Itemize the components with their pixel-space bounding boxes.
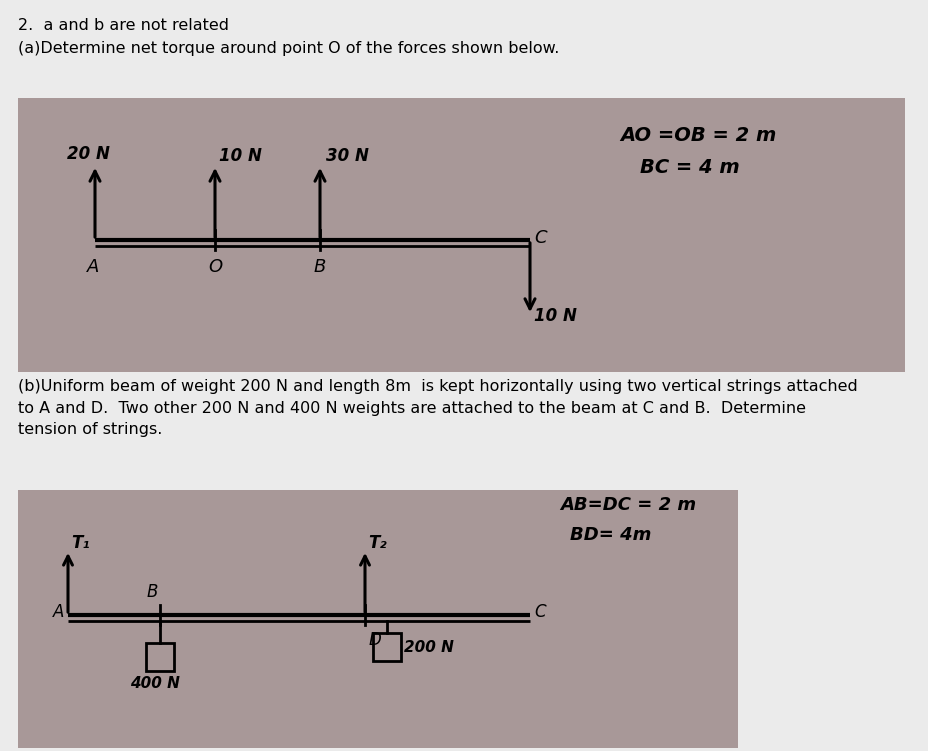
Text: D: D — [368, 631, 381, 649]
Bar — [373, 633, 401, 661]
Text: B: B — [146, 583, 158, 601]
Text: 20 N: 20 N — [67, 145, 110, 163]
Text: O: O — [208, 258, 222, 276]
Text: T₂: T₂ — [367, 534, 386, 552]
Text: BC = 4 m: BC = 4 m — [639, 158, 739, 177]
Text: C: C — [534, 229, 546, 247]
Bar — [18, 98, 904, 372]
Text: T₁: T₁ — [71, 534, 89, 552]
Text: 2.  a and b are not related: 2. a and b are not related — [18, 18, 229, 33]
Text: AB=DC = 2 m: AB=DC = 2 m — [560, 496, 695, 514]
Text: 30 N: 30 N — [326, 147, 368, 165]
Text: B: B — [314, 258, 326, 276]
Text: 200 N: 200 N — [404, 640, 454, 655]
Text: C: C — [534, 603, 545, 621]
Text: A: A — [86, 258, 99, 276]
Text: (b)Uniform beam of weight 200 N and length 8m  is kept horizontally using two ve: (b)Uniform beam of weight 200 N and leng… — [18, 379, 857, 437]
Text: 10 N: 10 N — [534, 307, 576, 325]
Bar — [18, 490, 737, 748]
Text: (a)Determine net torque around point O of the forces shown below.: (a)Determine net torque around point O o… — [18, 41, 559, 56]
Text: 400 N: 400 N — [130, 676, 180, 691]
Bar — [146, 643, 174, 671]
Text: AO =OB = 2 m: AO =OB = 2 m — [619, 126, 776, 145]
Text: A: A — [53, 603, 64, 621]
Text: 10 N: 10 N — [219, 147, 262, 165]
Text: BD= 4m: BD= 4m — [570, 526, 651, 544]
